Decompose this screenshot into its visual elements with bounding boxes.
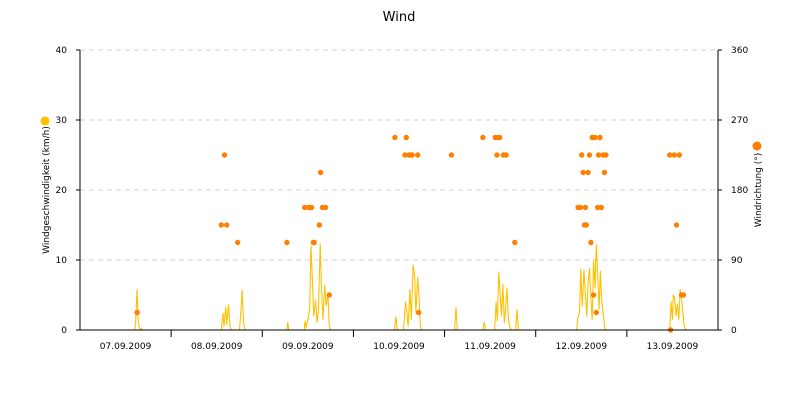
wind-direction-point: [676, 152, 682, 158]
wind-direction-point: [598, 204, 604, 211]
right-axis-tick-label: 180: [731, 186, 748, 196]
wind-direction-point: [403, 134, 409, 141]
right-axis-tick-label: 0: [731, 326, 737, 336]
wind-direction-point: [595, 152, 602, 158]
wind-direction-point: [409, 152, 415, 158]
wind-direction-point: [415, 309, 422, 316]
wind-direction-point: [592, 134, 598, 141]
x-axis-tick-label: 12.09.2009: [556, 342, 608, 352]
wind-direction-point: [586, 152, 593, 158]
wind-direction-point: [593, 309, 599, 316]
x-axis-tick-label: 09.09.2009: [282, 342, 334, 352]
wind-direction-point: [680, 292, 687, 298]
right-axis-title: Windrichtung (°): [754, 153, 764, 228]
wind-direction-point: [322, 204, 329, 211]
wind-direction-point: [585, 169, 591, 176]
wind-direction-point: [580, 169, 586, 176]
left-axis-tick-label: 10: [56, 256, 68, 266]
left-axis-tick-label: 40: [56, 46, 68, 56]
wind-direction-point: [603, 152, 609, 158]
wind-direction-point: [221, 152, 228, 158]
wind-direction-point: [673, 222, 680, 228]
wind-direction-point: [480, 134, 486, 141]
wind-direction-point: [235, 239, 241, 246]
chart-title: Wind: [383, 10, 416, 25]
wind-direction-point: [577, 204, 584, 211]
wind-direction-point: [415, 152, 421, 158]
x-axis-tick-label: 11.09.2009: [464, 342, 516, 352]
wind-speed-line: [80, 243, 718, 331]
wind-direction-point: [448, 152, 455, 158]
right-axis-tick-label: 270: [731, 116, 748, 126]
right-axis-legend-marker: [752, 141, 762, 151]
wind-direction-point: [597, 134, 603, 141]
wind-direction-point: [588, 239, 594, 246]
wind-direction-point: [134, 309, 140, 316]
wind-direction-point: [601, 169, 608, 176]
right-axis-tick-label: 360: [731, 46, 748, 56]
wind-direction-point: [583, 222, 589, 228]
x-axis-tick-label: 13.09.2009: [647, 342, 699, 352]
wind-direction-point: [284, 239, 290, 246]
left-axis-tick-label: 20: [56, 186, 68, 196]
wind-direction-point: [302, 204, 308, 211]
right-axis-tick-label: 90: [731, 256, 743, 266]
wind-direction-point: [326, 292, 332, 298]
wind-direction-point: [582, 204, 589, 211]
wind-direction-point: [317, 169, 324, 176]
wind-direction-point: [667, 152, 673, 158]
wind-direction-point: [671, 152, 677, 158]
wind-direction-point: [224, 222, 230, 228]
wind-direction-point: [316, 222, 322, 228]
x-axis-tick-label: 10.09.2009: [373, 342, 425, 352]
wind-direction-point: [579, 152, 585, 158]
wind-direction-point: [218, 222, 224, 228]
wind-direction-point: [308, 204, 315, 211]
x-axis-tick-label: 08.09.2009: [191, 342, 243, 352]
wind-direction-point: [497, 134, 503, 141]
left-axis-tick-label: 0: [61, 326, 67, 336]
wind-direction-point: [402, 152, 408, 158]
wind-direction-point: [494, 152, 500, 158]
x-axis-tick-label: 07.09.2009: [100, 342, 152, 352]
wind-direction-point: [590, 292, 597, 298]
wind-direction-point: [512, 239, 518, 246]
left-axis-tick-label: 30: [56, 116, 68, 126]
left-axis-title: Windgeschwindigkeit (km/h): [42, 126, 52, 254]
wind-direction-point: [503, 152, 509, 158]
wind-direction-point: [311, 239, 317, 246]
wind-direction-point: [392, 134, 398, 141]
left-axis-legend-marker: [40, 116, 50, 126]
